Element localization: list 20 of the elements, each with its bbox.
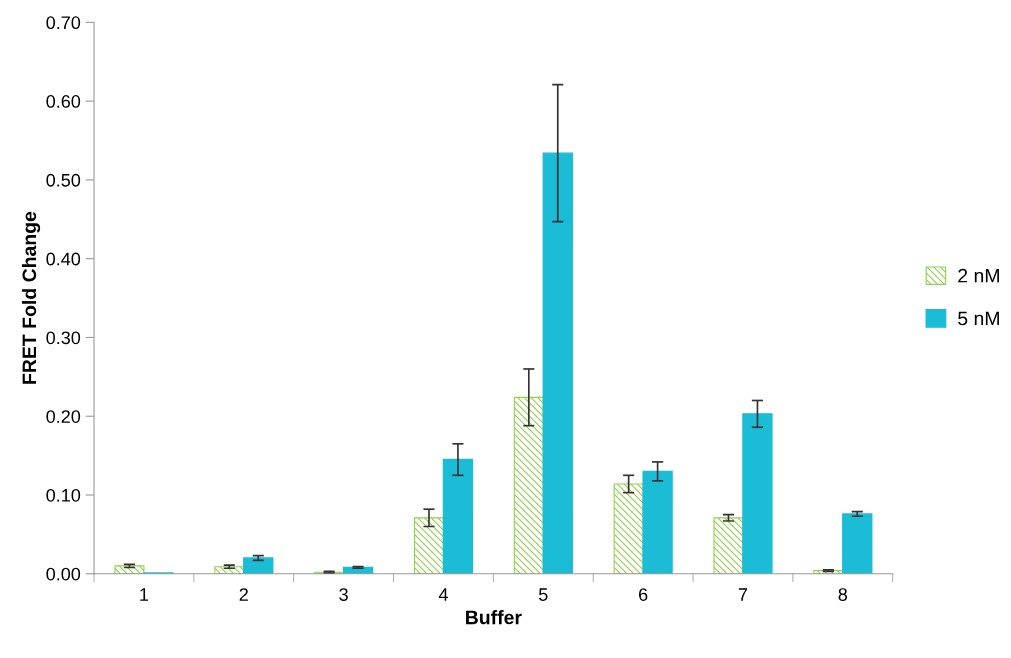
x-tick-label: 8 bbox=[838, 588, 848, 601]
y-tick-label: 0.20 bbox=[46, 410, 81, 423]
x-axis-title: Buffer bbox=[466, 610, 522, 625]
y-axis-title: FRET Fold Change bbox=[21, 211, 41, 384]
y-tick-label: 0.50 bbox=[46, 173, 81, 187]
x-tick-label: 1 bbox=[140, 588, 149, 601]
x-tick-label: 4 bbox=[438, 588, 448, 601]
legend-label: 5 nM bbox=[958, 311, 999, 326]
y-tick-label: 0.10 bbox=[46, 488, 81, 502]
y-tick-label: 0.40 bbox=[46, 252, 81, 266]
x-tick-label: 7 bbox=[738, 588, 748, 601]
x-tick-label: 2 bbox=[239, 588, 248, 601]
y-tick-label: 0.30 bbox=[46, 331, 81, 345]
x-tick-label: 6 bbox=[639, 588, 648, 601]
y-tick-label: 0.60 bbox=[46, 95, 81, 108]
legend-label: 2 nM bbox=[958, 268, 999, 283]
y-tick-label: 0.00 bbox=[46, 567, 81, 581]
y-tick-label: 0.70 bbox=[46, 16, 81, 30]
x-tick-label: 5 bbox=[538, 588, 548, 601]
x-tick-label: 3 bbox=[339, 588, 348, 601]
